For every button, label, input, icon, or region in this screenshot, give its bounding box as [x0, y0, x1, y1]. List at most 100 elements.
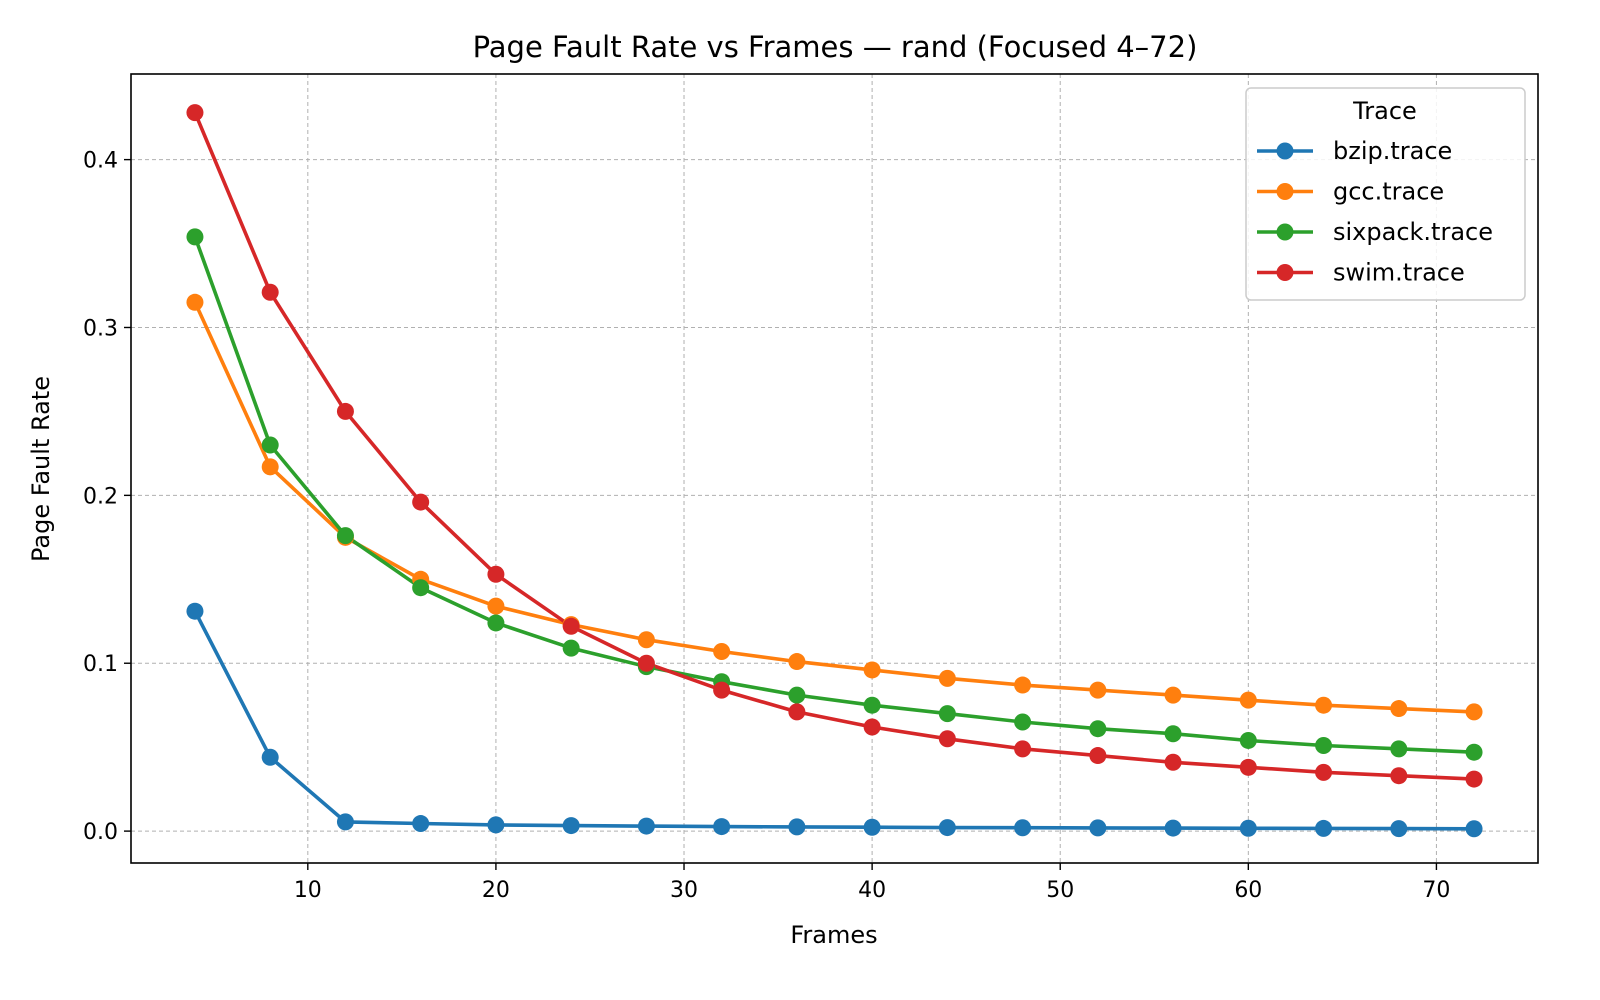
data-point	[1089, 681, 1107, 699]
legend-label: sixpack.trace	[1333, 218, 1493, 246]
data-point	[412, 493, 430, 511]
data-point	[1239, 819, 1257, 837]
legend-marker-0	[1276, 142, 1294, 160]
data-point	[1465, 703, 1483, 721]
data-point	[938, 705, 956, 723]
series-line-3	[193, 110, 1476, 781]
y-tick-label: 0.3	[83, 316, 118, 341]
series-line-0	[193, 609, 1476, 831]
data-point	[487, 597, 505, 615]
legend-label: gcc.trace	[1333, 178, 1444, 206]
data-point	[562, 639, 580, 657]
x-axis: 10 20 30 40 50 60 70	[294, 863, 1450, 903]
data-point	[487, 816, 505, 834]
series-lines	[193, 110, 1476, 831]
x-tick-label: 60	[1234, 878, 1262, 903]
data-point	[1465, 820, 1483, 838]
data-point	[1089, 747, 1107, 765]
data-point	[562, 617, 580, 635]
data-point	[186, 104, 204, 122]
data-point	[261, 748, 279, 766]
data-point	[186, 602, 204, 620]
data-point	[261, 283, 279, 301]
data-point	[487, 614, 505, 632]
data-point	[186, 293, 204, 311]
data-point	[863, 718, 881, 736]
data-point	[1164, 686, 1182, 704]
data-point	[261, 458, 279, 476]
y-axis: 0.0 0.1 0.2 0.3 0.4	[83, 149, 131, 845]
data-point	[637, 654, 655, 672]
data-point	[412, 815, 430, 833]
data-point	[938, 669, 956, 687]
data-point	[1014, 676, 1032, 694]
data-point	[487, 565, 505, 583]
data-point	[1315, 736, 1333, 754]
data-point	[863, 696, 881, 714]
series-points	[186, 104, 1483, 838]
data-point	[863, 661, 881, 679]
data-point	[186, 228, 204, 246]
x-tick-label: 10	[294, 878, 322, 903]
data-point	[788, 818, 806, 836]
chart-title: Page Fault Rate vs Frames — rand (Focuse…	[473, 30, 1198, 64]
data-point	[1164, 753, 1182, 771]
data-point	[1390, 740, 1408, 758]
x-axis-title: Frames	[790, 921, 877, 949]
data-point	[1164, 725, 1182, 743]
data-point	[938, 819, 956, 837]
data-point	[336, 402, 354, 420]
y-tick-label: 0.4	[83, 149, 118, 174]
data-point	[713, 642, 731, 660]
data-point	[261, 436, 279, 454]
data-point	[1014, 819, 1032, 837]
y-tick-label: 0.1	[83, 652, 118, 677]
data-point	[788, 686, 806, 704]
data-point	[1089, 819, 1107, 837]
data-point	[1239, 731, 1257, 749]
data-point	[637, 631, 655, 649]
data-point	[1465, 770, 1483, 788]
data-point	[1014, 740, 1032, 758]
data-point	[1390, 820, 1408, 838]
data-point	[938, 730, 956, 748]
legend-box	[1245, 87, 1526, 301]
data-point	[637, 817, 655, 835]
data-point	[1315, 696, 1333, 714]
data-point	[336, 813, 354, 831]
legend-label: swim.trace	[1333, 259, 1465, 287]
legend: Trace bzip.trace gcc.trace sixpack.trace sw…	[1245, 87, 1526, 301]
data-point	[863, 818, 881, 836]
x-tick-label: 50	[1046, 878, 1074, 903]
legend-marker-3	[1276, 264, 1294, 281]
x-tick-label: 70	[1422, 878, 1450, 903]
series-line-2	[193, 235, 1476, 755]
legend-label: bzip.trace	[1333, 137, 1452, 165]
data-point	[1465, 743, 1483, 761]
data-point	[1239, 691, 1257, 709]
plot-frame	[130, 73, 1539, 864]
data-point	[1239, 758, 1257, 776]
legend-title: Trace	[1352, 97, 1417, 125]
data-point	[1315, 763, 1333, 781]
data-point	[1390, 767, 1408, 785]
data-point	[788, 703, 806, 721]
x-tick-label: 30	[670, 878, 698, 903]
x-tick-label: 40	[858, 878, 886, 903]
data-point	[713, 681, 731, 699]
data-point	[412, 579, 430, 597]
legend-marker-1	[1276, 183, 1294, 200]
x-tick-label: 20	[482, 878, 510, 903]
data-point	[788, 653, 806, 671]
data-point	[1315, 819, 1333, 837]
data-point	[562, 817, 580, 835]
legend-marker-2	[1276, 223, 1294, 241]
data-point	[713, 818, 731, 836]
data-point	[1390, 700, 1408, 718]
series-line-1	[193, 300, 1476, 714]
data-point	[1164, 819, 1182, 837]
data-point	[1089, 720, 1107, 738]
y-tick-label: 0.2	[83, 484, 118, 509]
data-point	[1014, 713, 1032, 731]
